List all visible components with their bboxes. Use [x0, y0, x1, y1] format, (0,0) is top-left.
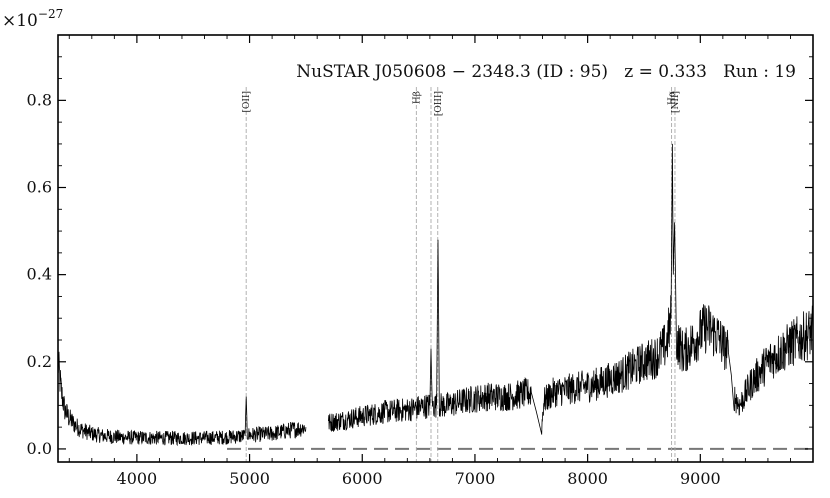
x-tick-label: 6000 [342, 469, 383, 488]
plot-frame [57, 34, 814, 463]
x-tick-label: 4000 [117, 469, 158, 488]
x-tick-label: 9000 [680, 469, 721, 488]
y-axis-multiplier-base: ×10 [2, 11, 38, 31]
spectrum-line-segment [328, 143, 813, 435]
x-tick-label: 7000 [455, 469, 496, 488]
spectrum-series-layer [58, 143, 813, 447]
emission-line-label: [OIII] [434, 91, 444, 116]
emission-line-label: [OII] [242, 91, 252, 113]
y-tick-label: 0.0 [27, 439, 52, 458]
y-axis-multiplier: ×10−27 [2, 7, 63, 31]
axes-frame [57, 34, 814, 463]
y-tick-label: 0.8 [27, 90, 52, 109]
y-tick-label: 0.2 [27, 352, 52, 371]
y-axis-multiplier-exponent: −27 [38, 7, 63, 21]
y-tick-label: 0.6 [27, 178, 52, 197]
tick-marks [58, 35, 813, 462]
chart-title: NuSTAR J050608 − 2348.3 (ID : 95) z = 0.… [296, 62, 796, 82]
tick-labels: 4000 5000 6000 7000 8000 9000 0.0 0.2 0.4 0.6 0.8 [27, 90, 721, 488]
emission-line-label: [NII] [671, 91, 681, 113]
x-tick-label: 5000 [229, 469, 270, 488]
x-tick-label: 8000 [567, 469, 608, 488]
emission-line-label: Hα [668, 91, 678, 105]
y-tick-label: 0.4 [27, 265, 52, 284]
emission-line-label: Hβ [412, 91, 422, 104]
spectrum-line-segment [58, 351, 307, 447]
